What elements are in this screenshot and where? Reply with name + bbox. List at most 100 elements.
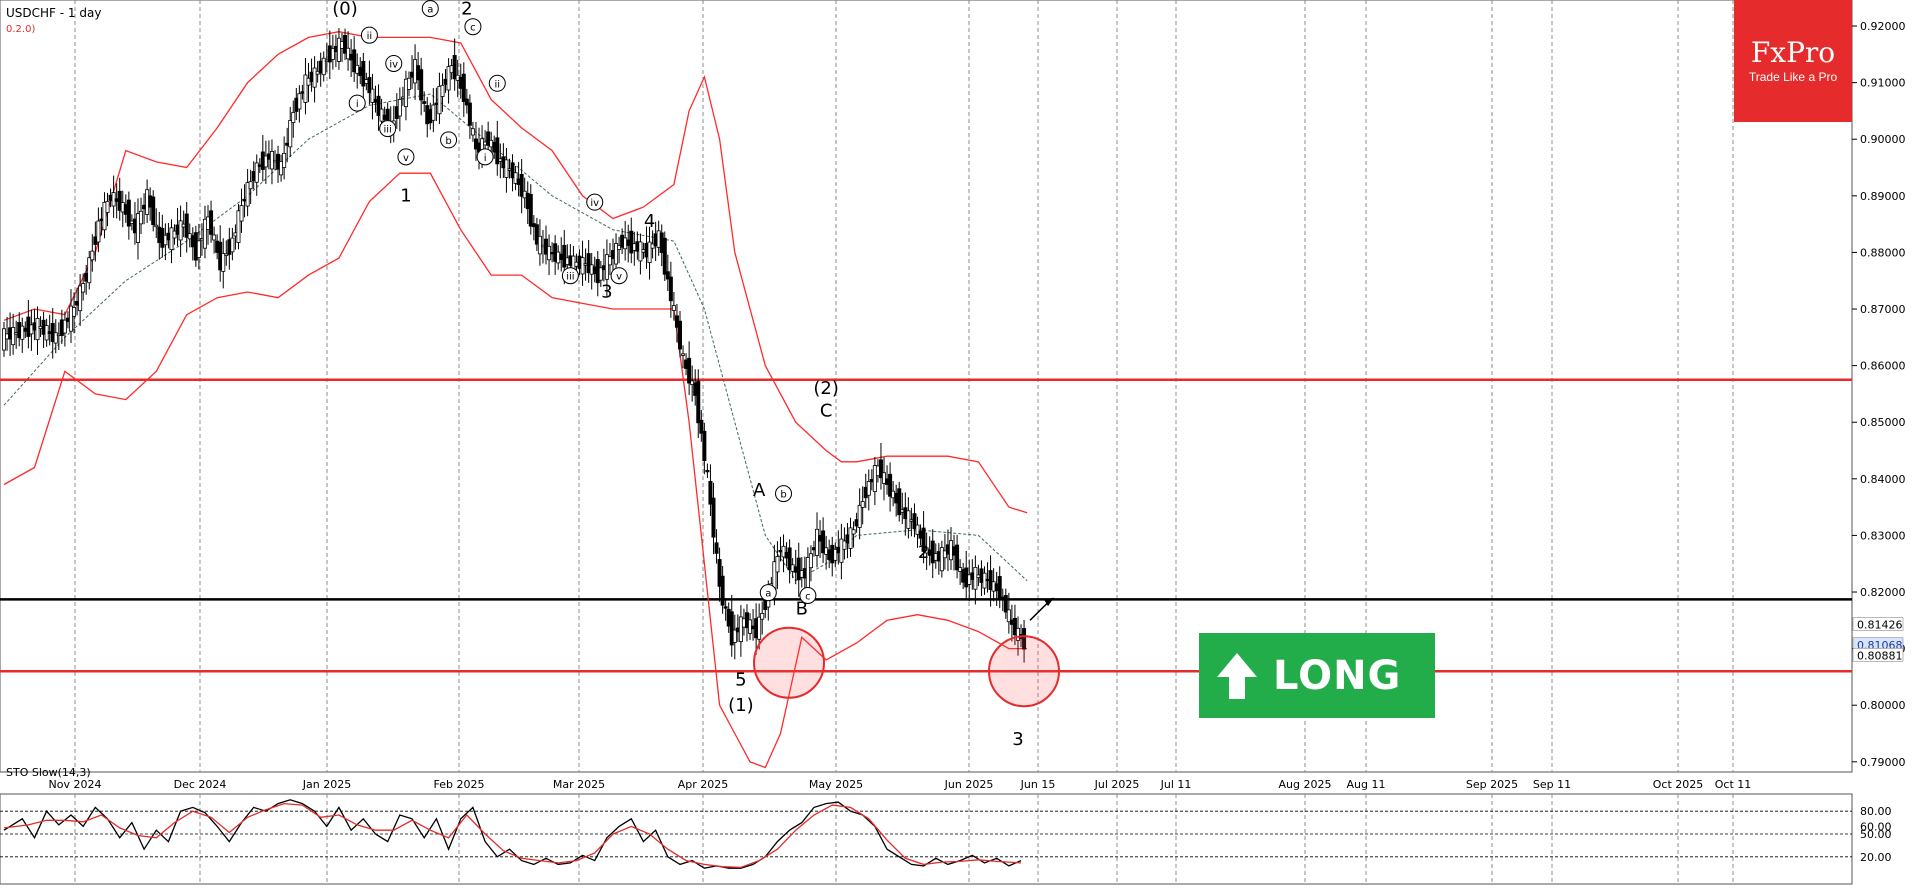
y-tick-label: 0.84000 (1860, 473, 1906, 486)
candle-body (878, 459, 883, 479)
candle-body (955, 544, 960, 571)
candle-body (821, 530, 826, 554)
long-signal-badge: LONG (1199, 633, 1435, 718)
candle-body (437, 85, 442, 115)
candle-body (440, 84, 445, 97)
candle-body (723, 606, 728, 609)
minor-wave-circle (464, 18, 482, 36)
candle-body (239, 205, 244, 222)
wave-label: 5 (735, 669, 746, 690)
candle-body (888, 473, 893, 497)
minor-wave-label: v (616, 272, 622, 283)
candle-body (729, 611, 734, 646)
highlight-circle-right (988, 635, 1060, 708)
bollinger-lower-band (3, 172, 1028, 769)
candle-body (367, 77, 372, 94)
stoch-d-line (3, 802, 1022, 869)
candle-body (461, 73, 466, 102)
candle-body (1022, 628, 1027, 650)
candle-body (87, 257, 92, 284)
candle-body (470, 128, 475, 136)
stochastic-title: STO Slow(14,3) (6, 766, 91, 779)
x-tick-label: Aug 2025 (1279, 778, 1332, 791)
candle-body (696, 380, 701, 424)
candle-body (662, 237, 667, 275)
candle-body (510, 162, 515, 179)
candle-body (279, 161, 284, 176)
minor-wave-label: iii (566, 272, 574, 283)
candle-body (139, 210, 144, 225)
wave-label: 3 (601, 282, 612, 303)
x-tick-label: Jun 2025 (944, 778, 994, 791)
candle-body (154, 224, 159, 228)
candle-body (647, 241, 652, 264)
candle-body (857, 504, 862, 528)
candle-body (732, 629, 737, 643)
candle-body (781, 545, 786, 558)
candle-body (151, 196, 156, 225)
candle-body (291, 112, 296, 123)
x-tick-label: Jul 2025 (1094, 778, 1140, 791)
candle-body (397, 98, 402, 117)
candle-body (808, 553, 813, 569)
candle-body (629, 230, 634, 254)
candle-body (361, 61, 366, 87)
minor-wave-label: iv (590, 198, 599, 209)
candle-body (702, 430, 707, 462)
candle-body (169, 227, 174, 250)
y-tick-label: 0.86000 (1860, 360, 1906, 373)
candle-body (997, 576, 1002, 601)
y-tick-label: 0.88000 (1860, 246, 1906, 259)
candle-body (842, 540, 847, 550)
candle-body (282, 152, 287, 168)
stoch-tick-label: 20.00 (1860, 851, 1892, 864)
minor-wave-label: a (427, 5, 433, 16)
stoch-tick-label: 80.00 (1860, 805, 1892, 818)
candle-body (96, 220, 101, 243)
candle-body (346, 47, 351, 60)
minor-wave-label: v (403, 153, 409, 164)
y-tick-label: 0.87000 (1860, 303, 1906, 316)
stoch-k-line (3, 799, 1022, 869)
x-tick-label: Sep 11 (1533, 778, 1571, 791)
candle-body (464, 98, 469, 106)
candle-body (677, 320, 682, 350)
minor-wave-circle (385, 54, 403, 72)
candle-body (2, 328, 7, 351)
wave-label: 3 (1012, 729, 1023, 750)
x-tick-label: May 2025 (809, 778, 863, 791)
candle-body (614, 243, 619, 265)
candle-body (815, 528, 820, 556)
minor-wave-label: ii (367, 31, 373, 42)
x-tick-label: Dec 2024 (174, 778, 227, 791)
wave-label: C (820, 401, 833, 422)
candle-body (336, 37, 341, 62)
stoch-tick-label: 60.00 (1860, 820, 1892, 833)
highlight-circle-left (753, 626, 825, 699)
y-tick-label: 0.82000 (1860, 586, 1906, 599)
y-tick-label: 0.79000 (1860, 756, 1906, 769)
minor-wave-circle (476, 148, 494, 166)
minor-wave-label: i (356, 99, 359, 110)
y-tick-label: 0.83000 (1860, 529, 1906, 542)
candle-body (495, 137, 500, 165)
candle-body (486, 131, 491, 146)
x-tick-label: Aug 11 (1347, 778, 1386, 791)
candle-body (53, 332, 58, 344)
price-label: 0.81426 (1857, 619, 1903, 632)
y-tick-label: 0.92000 (1860, 20, 1906, 33)
candle-body (860, 501, 865, 508)
candle-body (757, 616, 762, 640)
x-tick-label: Oct 11 (1715, 778, 1752, 791)
candle-body (126, 199, 131, 227)
minor-wave-label: iv (389, 59, 398, 70)
x-tick-label: Sep 2025 (1466, 778, 1518, 791)
candle-body (303, 74, 308, 103)
price-label-box (1852, 648, 1904, 662)
y-tick-label: 0.90000 (1860, 133, 1906, 146)
candle-body (212, 234, 217, 241)
candle-body (35, 317, 40, 341)
minor-wave-label: b (445, 136, 451, 147)
candle-body (105, 200, 110, 213)
candle-body (939, 547, 944, 572)
